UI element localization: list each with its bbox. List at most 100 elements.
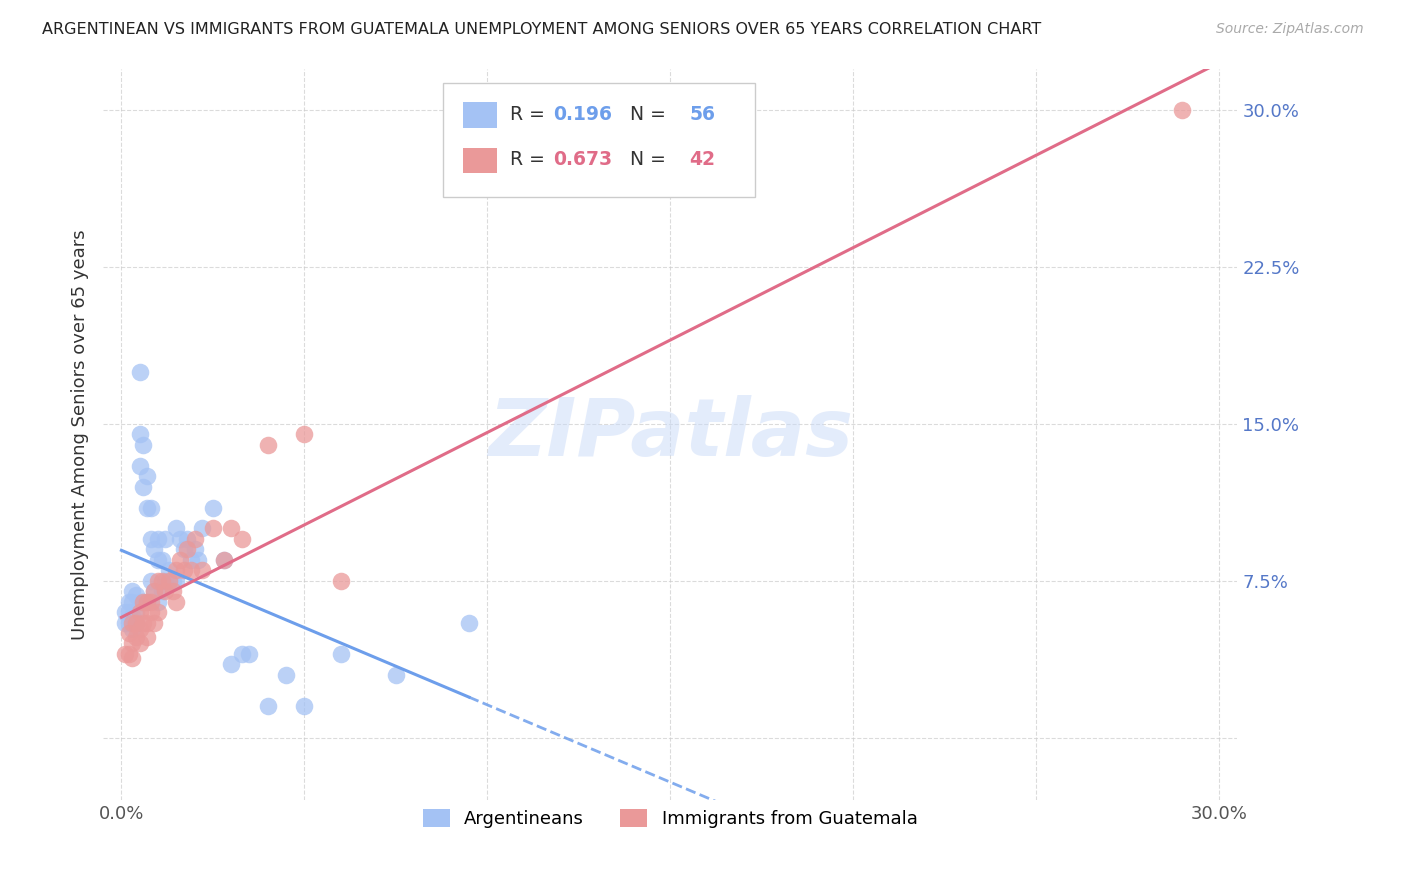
Point [143,615,166,630]
Point [146,574,169,588]
Point [121,615,143,630]
Point [114,605,136,619]
Point [139,594,162,608]
Point [292,699,315,714]
Point [201,500,224,515]
Point [176,542,198,557]
Point [121,636,143,650]
Point [132,615,155,630]
Point [157,574,180,588]
Point [125,615,148,630]
Point [329,574,352,588]
Point [114,647,136,661]
Point [121,622,143,636]
Point [219,657,242,672]
Point [139,605,162,619]
Point [132,438,155,452]
Point [292,427,315,442]
Point [143,584,166,599]
Point [121,584,143,599]
Point [136,615,159,630]
Point [173,563,195,577]
Point [136,630,159,644]
Point [231,647,253,661]
Point [256,438,278,452]
Point [114,615,136,630]
Point [121,609,143,624]
Text: 0.673: 0.673 [554,151,613,169]
Point [183,532,205,546]
Point [136,500,159,515]
Text: ARGENTINEAN VS IMMIGRANTS FROM GUATEMALA UNEMPLOYMENT AMONG SENIORS OVER 65 YEAR: ARGENTINEAN VS IMMIGRANTS FROM GUATEMALA… [42,22,1042,37]
Point [191,521,214,535]
Point [125,605,148,619]
Point [146,532,169,546]
Point [125,588,148,602]
Point [125,615,148,630]
Point [162,574,184,588]
Point [150,584,173,599]
Point [132,480,155,494]
Text: R =: R = [510,151,551,169]
Y-axis label: Unemployment Among Seniors over 65 years: Unemployment Among Seniors over 65 years [72,229,89,640]
Point [143,542,166,557]
Point [157,563,180,577]
FancyBboxPatch shape [443,83,755,196]
Point [136,594,159,608]
Point [118,626,141,640]
Point [274,667,297,681]
Point [385,667,408,681]
Point [139,500,162,515]
Point [212,553,235,567]
Text: 56: 56 [689,105,716,124]
Point [136,469,159,483]
Point [458,615,481,630]
Point [128,594,150,608]
Point [146,605,169,619]
Point [118,615,141,630]
Text: Source: ZipAtlas.com: Source: ZipAtlas.com [1216,22,1364,37]
Point [139,574,162,588]
Point [143,584,166,599]
Point [165,574,187,588]
Point [238,647,260,661]
Point [165,521,187,535]
Point [136,594,159,608]
Point [128,458,150,473]
Text: N =: N = [619,105,672,124]
Point [169,532,191,546]
Point [132,594,155,608]
Point [146,594,169,608]
Point [180,563,202,577]
Point [212,553,235,567]
Point [128,427,150,442]
Legend: Argentineans, Immigrants from Guatemala: Argentineans, Immigrants from Guatemala [416,801,925,835]
Point [191,563,214,577]
Point [121,594,143,608]
Point [1171,103,1194,118]
Point [256,699,278,714]
Point [173,542,195,557]
Point [118,647,141,661]
Point [162,584,184,599]
Point [183,542,205,557]
Point [155,574,177,588]
Point [219,521,242,535]
Point [150,553,173,567]
Point [128,365,150,379]
Point [125,630,148,644]
Point [118,605,141,619]
Point [180,553,202,567]
Point [176,532,198,546]
Point [169,553,191,567]
Point [155,584,177,599]
Text: 42: 42 [689,151,716,169]
Point [150,574,173,588]
Text: ZIPatlas: ZIPatlas [488,395,853,474]
Point [146,553,169,567]
Point [128,605,150,619]
Point [128,636,150,650]
Point [231,532,253,546]
Point [139,532,162,546]
Text: N =: N = [619,151,672,169]
